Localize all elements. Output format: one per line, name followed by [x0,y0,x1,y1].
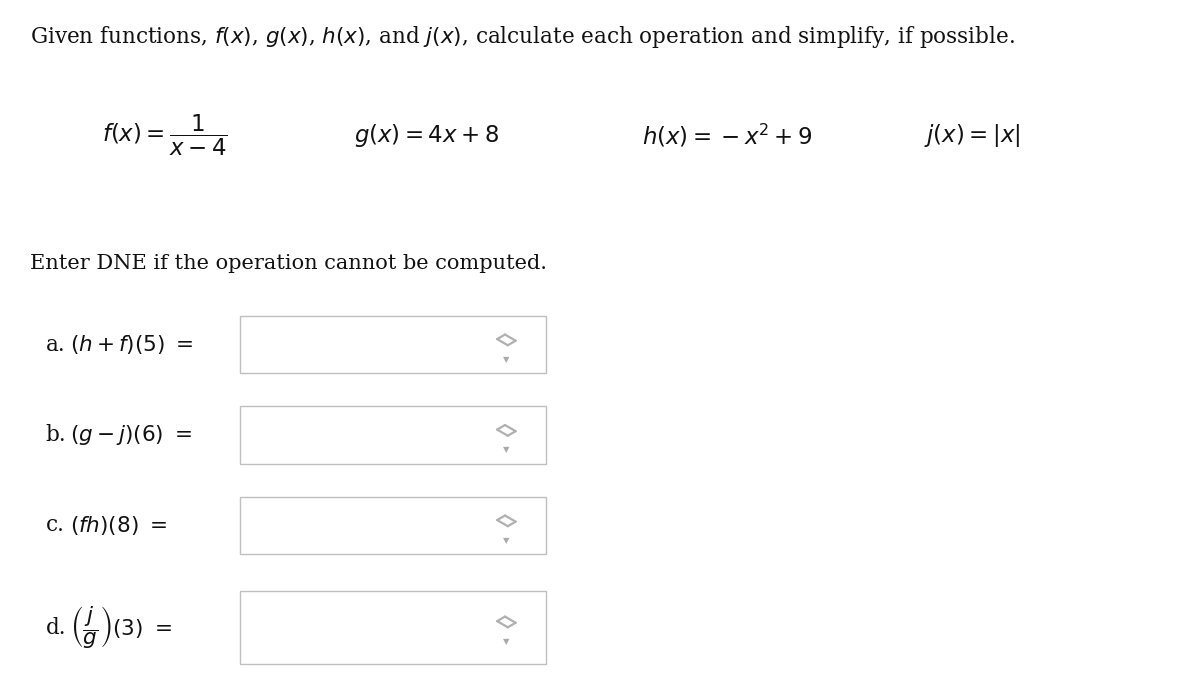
Text: ▼: ▼ [503,637,510,646]
FancyBboxPatch shape [240,316,546,373]
Text: ▼: ▼ [503,445,510,454]
FancyBboxPatch shape [240,497,546,554]
Text: d.: d. [46,617,66,639]
FancyBboxPatch shape [240,592,546,664]
FancyBboxPatch shape [240,406,546,464]
Text: ▼: ▼ [503,355,510,364]
Text: $(h + f)(5)\ =\ $: $(h + f)(5)\ =\ $ [70,333,193,356]
Text: $(g - j)(6)\ =\ $: $(g - j)(6)\ =\ $ [70,423,192,447]
Text: $g(x) = 4x + 8$: $g(x) = 4x + 8$ [354,122,499,149]
Text: a.: a. [46,333,65,356]
Text: Given functions, $f(x)$, $g(x)$, $h(x)$, and $j(x)$, calculate each operation an: Given functions, $f(x)$, $g(x)$, $h(x)$,… [30,24,1015,50]
Text: c.: c. [46,514,65,537]
Text: $(fh)(8)\ =\ $: $(fh)(8)\ =\ $ [70,514,167,537]
Text: $h(x) = -x^2 + 9$: $h(x) = -x^2 + 9$ [642,122,812,150]
Text: Enter DNE if the operation cannot be computed.: Enter DNE if the operation cannot be com… [30,254,547,273]
Text: $\left(\dfrac{j}{g}\right)(3)\ =\ $: $\left(\dfrac{j}{g}\right)(3)\ =\ $ [70,604,172,651]
Text: ▼: ▼ [503,536,510,545]
Text: $f(x) = \dfrac{1}{x - 4}$: $f(x) = \dfrac{1}{x - 4}$ [102,113,228,158]
Text: b.: b. [46,424,66,446]
Text: $j(x) = |x|$: $j(x) = |x|$ [924,122,1020,149]
